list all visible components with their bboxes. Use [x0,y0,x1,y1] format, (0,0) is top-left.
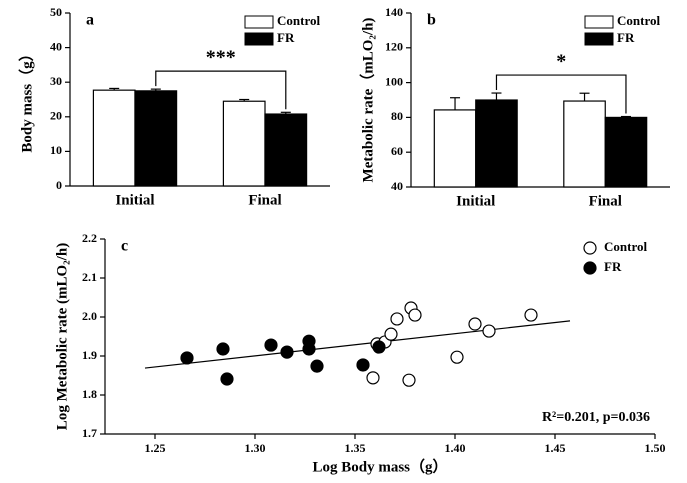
x-tick-label: Initial [115,192,154,208]
point [356,358,370,372]
point [402,373,416,387]
x-tick-label: Initial [456,193,495,209]
y-axis-label: Metabolic rate（mLO₂/h) [358,18,376,183]
x-axis-label: Log Body mass（g） [312,457,447,475]
x-tick-label: 1.50 [645,441,666,455]
legend-marker [583,241,597,255]
x-tick-label: Final [589,193,622,209]
y-tick-label: 2.0 [82,309,97,323]
bar [264,113,308,187]
legend-swatch [244,15,274,29]
point [310,359,324,373]
y-tick-label: 1.8 [82,387,97,401]
y-tick-label: 140 [385,5,403,19]
bar [134,90,178,187]
legend-swatch [584,15,614,29]
x-tick-label: 1.25 [145,441,166,455]
bracket [155,70,287,110]
significance: *** [206,47,236,69]
y-tick-label: 10 [50,143,62,157]
y-tick-label: 1.7 [82,426,97,440]
x-tick-label: 1.35 [345,441,366,455]
point [390,312,404,326]
legend-label: Control [617,13,660,28]
panel-label: a [86,12,94,29]
point [366,371,380,385]
y-tick-label: 0 [56,178,62,192]
y-tick-label: 30 [50,74,62,88]
y-tick-label: 40 [391,179,403,193]
legend-swatch [244,32,274,46]
y-tick-label: 60 [391,144,403,158]
y-tick-label: 40 [50,39,62,53]
legend-swatch [584,32,614,46]
y-tick-label: 20 [50,109,62,123]
point [180,351,194,365]
y-axis-label: Body mass（g） [17,46,35,152]
significance: * [556,51,566,73]
y-tick-label: 80 [391,109,403,123]
point [280,345,294,359]
y-axis-label: Log Metabolic rate (mLO₂/h) [54,243,70,430]
legend-label: FR [604,259,622,274]
point [372,340,386,354]
trendline [144,320,571,369]
point [524,308,538,322]
legend-label: FR [617,30,635,45]
legend-label: Control [604,239,647,254]
x-tick-label: 1.45 [545,441,566,455]
bar [604,116,648,188]
bar [563,100,606,188]
x-tick-label: 1.40 [445,441,466,455]
bracket [495,74,627,114]
point [408,308,422,322]
annotation: R²=0.201, p=0.036 [542,410,650,425]
bar [222,100,266,187]
legend-label: FR [277,30,295,45]
y-tick-label: 100 [385,74,403,88]
point [482,324,496,338]
y-tick-label: 1.9 [82,348,97,362]
panel-label: c [121,238,128,255]
y-tick-label: 120 [385,40,403,54]
panel-label: b [427,12,436,29]
point [468,317,482,331]
point [450,350,464,364]
x-tick-label: Final [248,192,281,208]
y-tick-label: 50 [50,5,62,19]
point [264,338,278,352]
legend-marker [583,261,597,275]
point [216,342,230,356]
x-tick-label: 1.30 [245,441,266,455]
bar [433,109,477,188]
bar [475,99,518,188]
point [220,372,234,386]
point [384,327,398,341]
point [302,342,316,356]
bar [92,89,136,187]
y-tick-label: 2.2 [82,231,97,245]
legend-label: Control [277,13,320,28]
y-tick-label: 2.1 [82,270,97,284]
